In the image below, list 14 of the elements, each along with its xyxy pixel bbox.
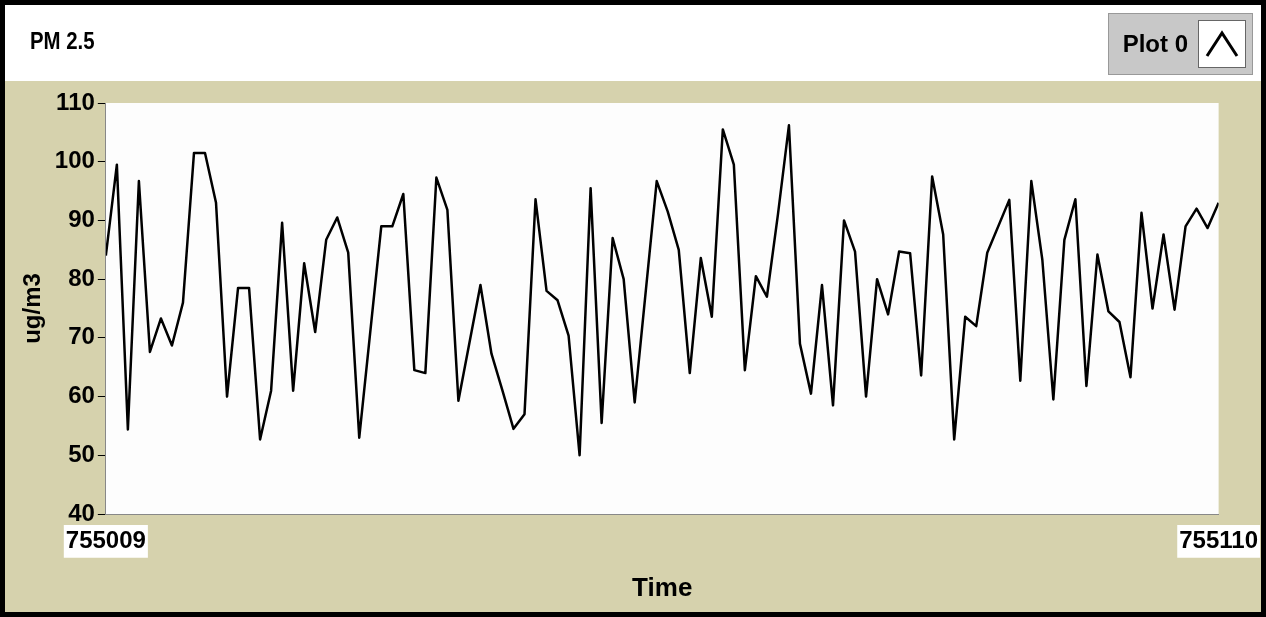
- y-tick-label: 110: [56, 87, 95, 115]
- y-tick-label: 90: [68, 205, 95, 233]
- x-axis-title: Time: [632, 571, 693, 602]
- x-tick-label: 755009: [65, 526, 146, 554]
- y-axis-title: ug/m3: [18, 273, 46, 344]
- y-tick-label: 70: [68, 322, 95, 350]
- x-tick-label: 755110: [1179, 526, 1258, 554]
- legend-label: Plot 0: [1122, 30, 1188, 58]
- y-tick-label: 60: [68, 381, 95, 409]
- y-tick-label: 50: [68, 439, 95, 467]
- y-tick-label: 100: [54, 146, 95, 174]
- y-tick-label: 40: [68, 498, 95, 526]
- y-tick-label: 80: [68, 263, 95, 291]
- chart-title: PM 2.5: [30, 27, 95, 55]
